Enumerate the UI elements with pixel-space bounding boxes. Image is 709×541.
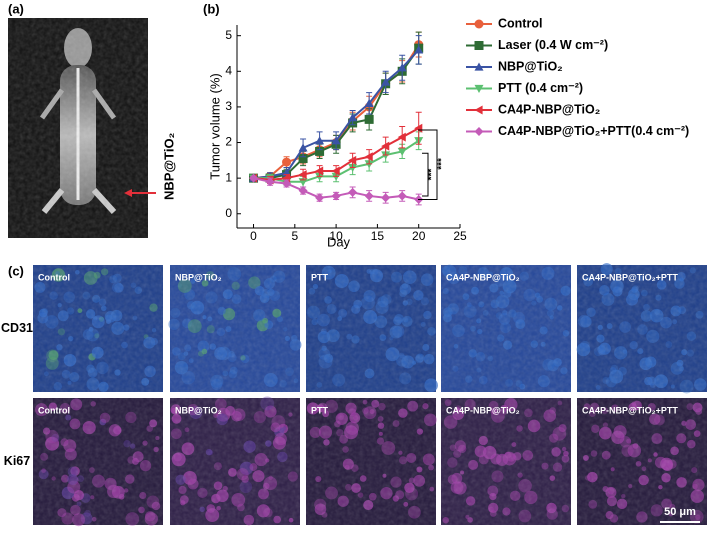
significance: *** bbox=[437, 158, 448, 170]
column-label: CA4P-NBP@TiO₂+PTT bbox=[582, 405, 678, 415]
marker bbox=[397, 132, 406, 142]
marker bbox=[331, 191, 341, 201]
marker bbox=[315, 166, 324, 176]
marker bbox=[315, 193, 325, 203]
legend-label: NBP@TiO₂ bbox=[498, 59, 563, 73]
arrow-head bbox=[124, 189, 132, 197]
column-label: NBP@TiO₂ bbox=[175, 272, 222, 282]
marker bbox=[331, 166, 340, 176]
column-label: CA4P-NBP@TiO₂+PTT bbox=[582, 272, 678, 282]
y-tick-label: 4 bbox=[225, 63, 232, 77]
marker bbox=[364, 98, 374, 107]
marker bbox=[249, 173, 259, 183]
mouse-silhouette bbox=[8, 18, 148, 238]
marker bbox=[474, 19, 484, 29]
marker bbox=[397, 191, 407, 201]
texture bbox=[306, 265, 436, 392]
marker bbox=[348, 155, 357, 165]
panel-label: (a) bbox=[8, 1, 24, 16]
marker bbox=[298, 170, 307, 180]
marker bbox=[348, 187, 358, 197]
marker bbox=[364, 152, 373, 162]
x-tick-label: 20 bbox=[412, 229, 426, 243]
marker bbox=[474, 105, 483, 115]
column-label: CA4P-NBP@TiO₂ bbox=[446, 272, 520, 282]
marker bbox=[282, 157, 292, 167]
panel-label: (b) bbox=[203, 1, 220, 16]
marker bbox=[348, 113, 358, 122]
texture bbox=[33, 265, 163, 392]
marker bbox=[397, 147, 407, 156]
texture bbox=[33, 398, 163, 525]
marker bbox=[331, 136, 341, 145]
legend-label: CA4P-NBP@TiO₂+PTT(0.4 cm⁻²) bbox=[498, 124, 689, 138]
column-label: CA4P-NBP@TiO₂ bbox=[446, 405, 520, 415]
marker bbox=[364, 191, 374, 201]
column-label: NBP@TiO₂ bbox=[175, 405, 222, 415]
texture bbox=[441, 265, 571, 392]
marker bbox=[474, 84, 484, 93]
x-tick-label: 25 bbox=[453, 229, 467, 243]
y-tick-label: 3 bbox=[225, 99, 232, 113]
row-label: CD31 bbox=[1, 321, 33, 335]
x-tick-label: 5 bbox=[291, 229, 298, 243]
texture bbox=[170, 398, 300, 525]
micrograph-grid: CD31 Control NBP@TiO₂ PTT CA4P-NBP@TiO₂ CA4P-… bbox=[1, 263, 707, 527]
marker bbox=[298, 154, 308, 164]
column-label: Control bbox=[38, 272, 70, 282]
y-tick-label: 0 bbox=[225, 206, 232, 220]
series-line bbox=[253, 47, 420, 180]
line-chart: 0 5 10 15 20 25 0 1 2 3 4 5 Day Tumor volume (%) Contr… bbox=[207, 16, 689, 249]
y-axis-title: Tumor volume (%) bbox=[207, 73, 222, 179]
marker bbox=[397, 63, 407, 72]
texture bbox=[577, 398, 707, 525]
x-axis-title: Day bbox=[327, 234, 351, 249]
column-label: PTT bbox=[311, 405, 329, 415]
marker bbox=[414, 45, 424, 54]
texture bbox=[441, 398, 571, 525]
x-tick-label: 15 bbox=[371, 229, 385, 243]
marker bbox=[474, 41, 484, 50]
row-label: Ki67 bbox=[4, 454, 30, 468]
texture bbox=[577, 265, 707, 392]
series-line bbox=[253, 44, 420, 180]
y-tick-label: 1 bbox=[225, 170, 232, 184]
series-line bbox=[253, 49, 420, 180]
y-tick-label: 2 bbox=[225, 135, 232, 149]
x-tick-label: 0 bbox=[250, 229, 257, 243]
panel-label: (c) bbox=[8, 263, 24, 278]
x-tick-label: 10 bbox=[329, 229, 343, 243]
marker bbox=[381, 77, 391, 86]
marker bbox=[381, 193, 391, 203]
legend-label: Laser (0.4 W cm⁻²) bbox=[498, 38, 608, 52]
legend-label: PTT (0.4 cm⁻²) bbox=[498, 81, 583, 95]
marker bbox=[298, 186, 308, 196]
marker bbox=[315, 136, 325, 145]
marker bbox=[364, 114, 374, 124]
significance: *** bbox=[427, 169, 438, 181]
marker bbox=[381, 141, 390, 151]
legend-label: Control bbox=[498, 16, 542, 30]
marker bbox=[315, 146, 325, 156]
arrow-label: NBP@TiO₂ bbox=[161, 132, 176, 200]
marker bbox=[265, 177, 275, 187]
bracket bbox=[418, 129, 438, 201]
marker bbox=[474, 127, 484, 136]
legend-label: CA4P-NBP@TiO₂ bbox=[498, 102, 600, 116]
scale-label: 50 μm bbox=[664, 506, 696, 518]
bracket bbox=[422, 152, 429, 197]
texture bbox=[170, 265, 300, 392]
y-tick-label: 5 bbox=[225, 28, 232, 42]
marker bbox=[282, 178, 292, 188]
marker bbox=[298, 143, 308, 152]
column-label: PTT bbox=[311, 272, 329, 282]
column-label: Control bbox=[38, 405, 70, 415]
marker bbox=[474, 62, 484, 71]
texture bbox=[306, 398, 436, 525]
